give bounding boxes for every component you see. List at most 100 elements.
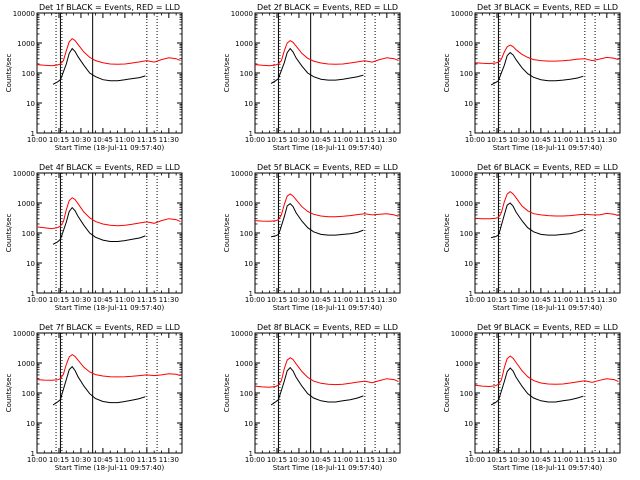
x-axis-label: Start Time (18-Jul-11 09:57:40) — [273, 144, 383, 152]
series-line-events — [490, 202, 584, 239]
x-tick-label: 10:00 — [27, 136, 47, 144]
x-tick-label: 11:30 — [377, 296, 397, 304]
x-tick-label: 10:45 — [531, 456, 551, 464]
y-axis-label: Counts/sec — [223, 54, 231, 93]
y-tick-label: 1000 — [17, 200, 35, 208]
series-line-events — [52, 47, 146, 85]
y-tick-label: 100 — [22, 230, 35, 238]
y-tick-label: 10 — [464, 260, 473, 268]
x-tick-label: 10:30 — [71, 296, 91, 304]
x-tick-label: 10:00 — [245, 296, 265, 304]
series-line-lld — [474, 190, 619, 220]
y-tick-label: 1 — [469, 450, 473, 458]
x-tick-label: 11:15 — [355, 296, 375, 304]
x-tick-label: 11:30 — [159, 296, 179, 304]
x-tick-label: 11:00 — [115, 296, 135, 304]
y-tick-label: 1 — [31, 290, 35, 298]
plot-frame — [36, 332, 183, 454]
x-tick-label: 10:30 — [71, 456, 91, 464]
y-tick-label: 10 — [26, 100, 35, 108]
series-line-events — [490, 51, 584, 86]
y-tick-label: 100 — [240, 390, 253, 398]
x-tick-label: 11:00 — [553, 456, 573, 464]
x-tick-label: 10:15 — [487, 296, 507, 304]
x-tick-label: 10:30 — [289, 296, 309, 304]
x-axis-label: Start Time (18-Jul-11 09:57:40) — [493, 144, 603, 152]
x-tick-label: 11:30 — [597, 296, 617, 304]
plot-frame — [36, 12, 183, 134]
chart-panel-2: Det 2f BLACK = Events, RED = LLD 1 10 100 10… — [223, 3, 401, 152]
chart-title: Det 4f BLACK = Events, RED = LLD — [39, 163, 180, 172]
x-axis-label: Start Time (18-Jul-11 09:57:40) — [273, 304, 383, 312]
y-axis-label: Counts/sec — [223, 214, 231, 253]
y-axis-label: Counts/sec — [5, 54, 13, 93]
y-tick-label: 10 — [244, 100, 253, 108]
y-tick-label: 10 — [464, 100, 473, 108]
y-tick-label: 1000 — [455, 40, 473, 48]
y-tick-label: 1000 — [235, 40, 253, 48]
x-tick-label: 10:00 — [465, 136, 485, 144]
y-axis-label: Counts/sec — [5, 214, 13, 253]
y-axis-label: Counts/sec — [443, 374, 451, 413]
x-tick-label: 11:30 — [159, 456, 179, 464]
chart-panel-3: Det 3f BLACK = Events, RED = LLD 1 10 100 10… — [443, 3, 621, 152]
y-tick-label: 10000 — [451, 330, 473, 338]
y-tick-label: 1000 — [17, 360, 35, 368]
x-tick-label: 10:30 — [509, 136, 529, 144]
chart-title: Det 8f BLACK = Events, RED = LLD — [257, 323, 398, 332]
x-tick-label: 11:00 — [333, 456, 353, 464]
y-tick-label: 100 — [460, 390, 473, 398]
y-tick-label: 1 — [469, 130, 473, 138]
y-tick-label: 1 — [31, 450, 35, 458]
y-tick-label: 10 — [26, 260, 35, 268]
y-tick-label: 1000 — [455, 360, 473, 368]
x-tick-label: 11:15 — [137, 456, 157, 464]
y-tick-label: 1 — [249, 450, 253, 458]
chart-title: Det 1f BLACK = Events, RED = LLD — [39, 3, 180, 12]
y-tick-label: 1 — [469, 290, 473, 298]
y-tick-label: 100 — [22, 390, 35, 398]
y-tick-label: 10000 — [231, 330, 253, 338]
chart-panel-8: Det 8f BLACK = Events, RED = LLD 1 10 100 10… — [223, 323, 401, 472]
x-axis-label: Start Time (18-Jul-11 09:57:40) — [273, 464, 383, 472]
y-tick-label: 100 — [240, 70, 253, 78]
x-tick-label: 10:45 — [93, 136, 113, 144]
x-tick-label: 10:45 — [93, 296, 113, 304]
x-tick-label: 11:15 — [575, 136, 595, 144]
series-line-lld — [254, 39, 399, 67]
plot-frame — [254, 172, 401, 294]
series-line-events — [270, 366, 364, 406]
x-tick-label: 11:30 — [377, 136, 397, 144]
chart-panel-9: Det 9f BLACK = Events, RED = LLD 1 10 100 10… — [443, 323, 621, 472]
x-tick-label: 10:30 — [509, 456, 529, 464]
x-tick-label: 10:45 — [531, 136, 551, 144]
x-axis-label: Start Time (18-Jul-11 09:57:40) — [55, 144, 165, 152]
x-axis-label: Start Time (18-Jul-11 09:57:40) — [493, 464, 603, 472]
y-tick-label: 10 — [464, 420, 473, 428]
chart-title: Det 6f BLACK = Events, RED = LLD — [477, 163, 618, 172]
y-tick-label: 100 — [22, 70, 35, 78]
y-tick-label: 1 — [249, 290, 253, 298]
series-line-lld — [254, 193, 399, 222]
y-axis-label: Counts/sec — [443, 214, 451, 253]
series-line-lld — [36, 197, 181, 230]
y-tick-label: 10000 — [13, 170, 35, 178]
x-axis-label: Start Time (18-Jul-11 09:57:40) — [55, 304, 165, 312]
y-tick-label: 10000 — [13, 10, 35, 18]
y-tick-label: 10000 — [231, 10, 253, 18]
x-tick-label: 10:15 — [267, 456, 287, 464]
x-tick-label: 10:30 — [71, 136, 91, 144]
x-tick-label: 11:15 — [575, 456, 595, 464]
series-line-events — [52, 206, 146, 245]
y-tick-label: 1 — [31, 130, 35, 138]
x-tick-label: 10:45 — [93, 456, 113, 464]
chart-title: Det 5f BLACK = Events, RED = LLD — [257, 163, 398, 172]
x-tick-label: 10:30 — [289, 456, 309, 464]
x-tick-label: 10:45 — [311, 136, 331, 144]
y-tick-label: 100 — [240, 230, 253, 238]
x-tick-label: 10:00 — [27, 296, 47, 304]
y-axis-label: Counts/sec — [5, 374, 13, 413]
y-axis-label: Counts/sec — [443, 54, 451, 93]
x-tick-label: 11:15 — [137, 136, 157, 144]
x-tick-label: 10:15 — [49, 136, 69, 144]
